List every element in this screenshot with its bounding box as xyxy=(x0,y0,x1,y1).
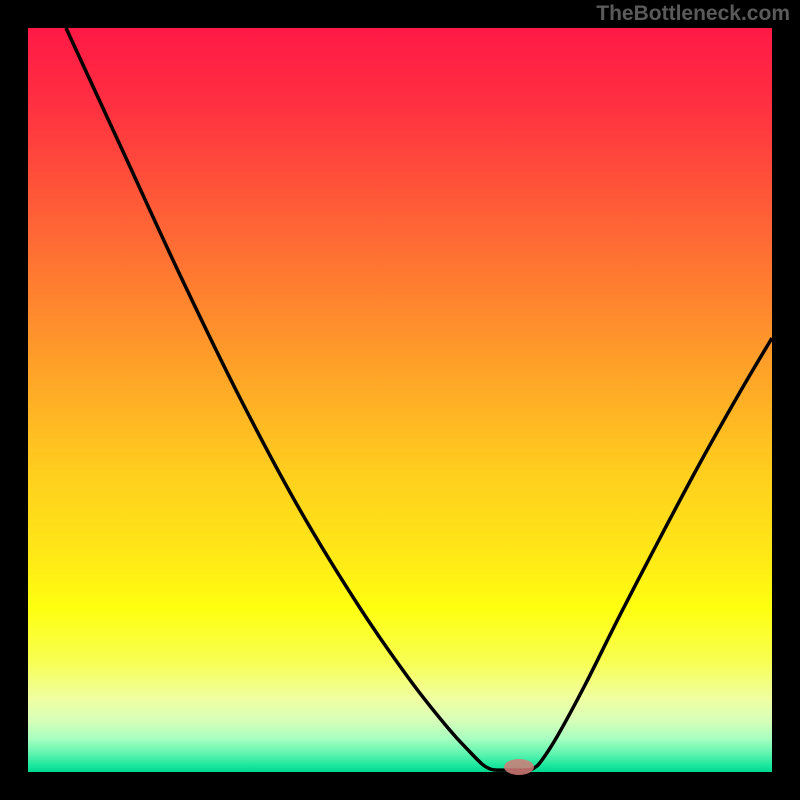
bottleneck-chart xyxy=(0,0,800,800)
optimal-marker xyxy=(504,759,534,775)
watermark-text: TheBottleneck.com xyxy=(596,2,790,26)
chart-container: TheBottleneck.com xyxy=(0,0,800,800)
plot-background xyxy=(28,28,772,772)
